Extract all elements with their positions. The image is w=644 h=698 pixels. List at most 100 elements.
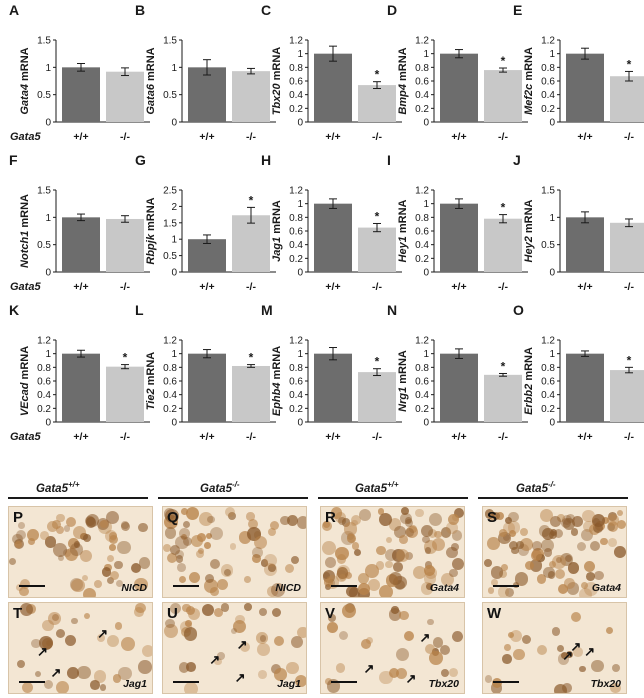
y-tick-label: 1	[423, 199, 429, 210]
x-category-label: +/+	[199, 131, 214, 143]
panel-label: P	[13, 509, 24, 526]
stained-cell	[42, 619, 54, 632]
panel-label-n: N	[387, 302, 397, 318]
significance-star: *	[501, 201, 506, 215]
stained-cell	[614, 546, 626, 559]
stained-cell	[181, 508, 188, 515]
stained-cell	[584, 560, 595, 572]
significance-star: *	[123, 351, 128, 365]
stained-cell	[441, 573, 454, 586]
y-tick-label: 0	[297, 118, 303, 129]
stain-label: Tbx20	[590, 678, 621, 690]
stained-cell	[425, 567, 437, 580]
stained-cell	[253, 536, 267, 550]
y-tick-label: 1.5	[163, 218, 177, 229]
stained-cell	[594, 570, 604, 581]
stained-cell	[586, 571, 595, 581]
stained-cell	[570, 528, 579, 536]
column-header-2: Gata5-/-	[200, 480, 240, 495]
stained-cell	[270, 583, 285, 597]
stained-cell	[260, 558, 269, 567]
y-tick-label: 0.5	[163, 90, 177, 101]
stained-cell	[557, 583, 569, 594]
bar-wildtype	[62, 67, 100, 122]
arrow-icon: ↗	[236, 636, 248, 652]
stained-cell	[600, 537, 608, 545]
stained-cell	[554, 683, 568, 693]
y-tick-label: 1.5	[37, 36, 51, 47]
stained-cell	[396, 668, 408, 680]
stained-cell	[336, 565, 351, 579]
bar-mutant	[232, 71, 270, 122]
stain-label: Jag1	[123, 678, 147, 690]
stained-cell	[205, 532, 212, 539]
stained-cell	[267, 586, 278, 597]
y-tick-label: 0.5	[541, 240, 555, 251]
y-tick-label: 0.5	[37, 90, 51, 101]
y-axis-label: Bmp4 mRNA	[397, 47, 409, 114]
y-tick-label: 1.2	[541, 336, 555, 347]
stained-cell	[508, 529, 517, 538]
x-category-label: +/+	[451, 431, 466, 443]
stained-cell	[252, 547, 263, 558]
stained-cell	[44, 680, 54, 689]
stained-cell	[164, 527, 177, 539]
stained-cell	[376, 545, 387, 556]
x-category-label: -/-	[246, 431, 256, 443]
scale-bar	[19, 681, 45, 683]
stained-cell	[294, 675, 306, 688]
stained-cell	[40, 531, 49, 541]
y-tick-label: 1.2	[415, 36, 429, 47]
y-tick-label: 1	[45, 213, 51, 224]
stained-cell	[205, 573, 215, 584]
stained-cell	[258, 670, 267, 680]
bar-mutant	[232, 365, 270, 422]
stained-cell	[593, 522, 604, 533]
y-tick-label: 1.2	[289, 186, 303, 197]
stain-label: Tbx20	[428, 678, 459, 690]
stained-cell	[524, 560, 535, 571]
column-header-rule	[318, 497, 468, 499]
genotype-label: Gata5	[10, 431, 41, 443]
x-category-label: -/-	[624, 281, 634, 293]
bar-mutant	[358, 227, 396, 272]
y-tick-label: 1.2	[415, 186, 429, 197]
stained-cell	[272, 607, 282, 617]
stained-cell	[573, 646, 583, 657]
stained-cell	[71, 617, 78, 625]
y-tick-label: 0	[171, 418, 177, 429]
y-tick-label: 0.8	[289, 363, 303, 374]
stained-cell	[347, 534, 357, 543]
stained-cell	[248, 519, 259, 529]
panel-label-c: C	[261, 2, 271, 18]
stained-cell	[138, 522, 148, 533]
y-tick-label: 2.5	[163, 186, 177, 197]
y-tick-label: 0.6	[541, 377, 555, 388]
stained-cell	[446, 522, 458, 534]
stained-cell	[67, 666, 80, 679]
stained-cell	[541, 538, 555, 552]
stained-cell	[291, 555, 300, 565]
stained-cell	[541, 528, 554, 541]
stained-cell	[164, 508, 179, 523]
stained-cell	[579, 665, 586, 673]
stained-cell	[197, 547, 205, 555]
stained-cell	[141, 644, 152, 657]
stained-cell	[385, 560, 393, 568]
stained-cell	[180, 533, 187, 540]
stained-cell	[101, 567, 111, 577]
stained-cell	[19, 603, 33, 616]
y-tick-label: 0.8	[415, 63, 429, 74]
stained-cell	[536, 574, 547, 584]
bar-wildtype	[62, 353, 100, 422]
stained-cell	[429, 512, 443, 526]
stained-cell	[379, 670, 393, 685]
stained-cell	[84, 516, 95, 527]
y-tick-label: 1.2	[415, 336, 429, 347]
stained-cell	[230, 543, 237, 550]
stained-cell	[16, 529, 26, 540]
stained-cell	[99, 683, 107, 691]
stained-cell	[540, 508, 554, 522]
y-tick-label: 0.2	[415, 254, 429, 265]
bar-wildtype	[62, 217, 100, 272]
